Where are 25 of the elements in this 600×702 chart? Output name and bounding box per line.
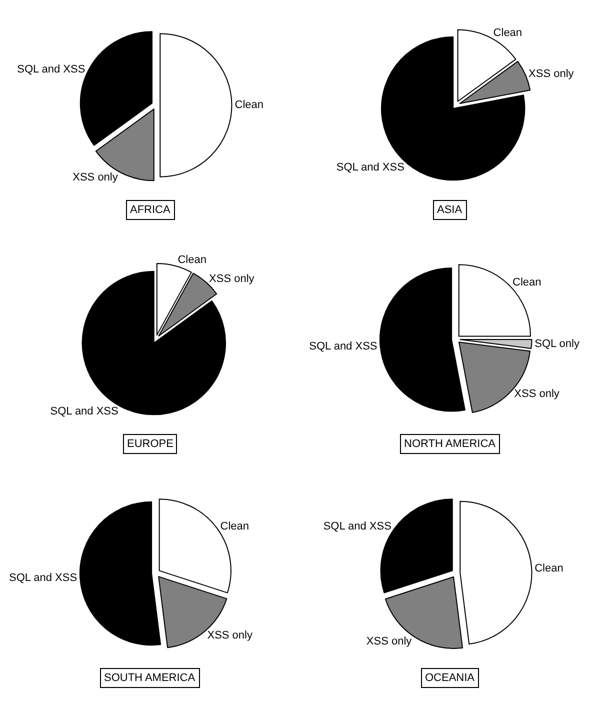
slice-label: SQL and XSS: [17, 64, 86, 76]
slice-label: XSS only: [528, 68, 574, 80]
slice-label: SQL only: [534, 338, 580, 350]
text: OCEANIA: [425, 672, 476, 684]
slice-label: XSS only: [72, 172, 118, 184]
slice-label: XSS only: [207, 629, 253, 642]
slice-label: Clean: [234, 99, 264, 112]
slice-label: SQL and XSS: [309, 340, 378, 352]
slice-label: Clean: [512, 276, 542, 289]
text: NORTH AMERICA: [404, 438, 496, 450]
slice-label: SQL and XSS: [323, 520, 392, 533]
slice-label: XSS only: [514, 388, 560, 400]
slice-label: Clean: [178, 254, 206, 266]
text: EUROPE: [127, 438, 174, 450]
slice-label: Clean: [220, 520, 250, 533]
text: SOUTH AMERICA: [104, 672, 196, 684]
slice-label: SQL and XSS: [50, 406, 118, 418]
slice-label: SQL and XSS: [8, 572, 78, 584]
slice-label: Clean: [493, 26, 522, 39]
text: ASIA: [437, 204, 463, 216]
slice-label: Clean: [534, 562, 564, 574]
slice-label: XSS only: [209, 272, 255, 285]
slice-label: SQL and XSS: [336, 161, 404, 174]
slice-label: XSS only: [366, 636, 412, 648]
text: AFRICA: [130, 204, 171, 216]
